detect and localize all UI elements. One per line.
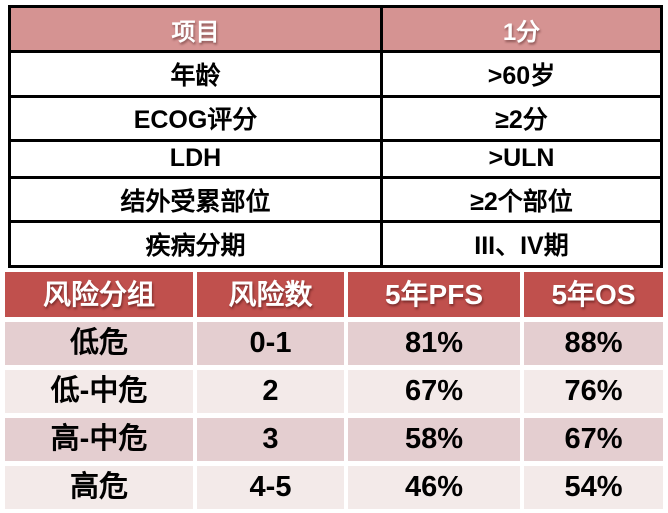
risk-cell-pfs: 58% <box>348 418 520 461</box>
score-table-row-age: 年龄 >60岁 <box>8 50 663 98</box>
score-item-value: III、IV期 <box>380 220 663 268</box>
risk-cell-count: 4-5 <box>197 466 344 509</box>
risk-cell-count: 3 <box>197 418 344 461</box>
score-item-value: ≥2分 <box>380 94 663 143</box>
score-item-label: 年龄 <box>8 50 383 98</box>
risk-table: 风险分组 风险数 5年PFS 5年OS 低危 0-1 81% 88% 低-中危 … <box>5 272 663 509</box>
score-table-row-ldh: LDH >ULN <box>8 139 663 179</box>
risk-cell-os: 76% <box>524 370 663 413</box>
score-item-value: ≥2个部位 <box>380 175 663 224</box>
score-item-label: 疾病分期 <box>8 220 383 268</box>
score-header-score: 1分 <box>380 5 663 53</box>
risk-cell-count: 0-1 <box>197 322 344 365</box>
risk-cell-group: 低危 <box>5 322 193 365</box>
risk-header-count: 风险数 <box>197 272 344 317</box>
score-table-row-stage: 疾病分期 III、IV期 <box>8 220 663 268</box>
risk-header-os: 5年OS <box>524 272 663 317</box>
risk-cell-pfs: 67% <box>348 370 520 413</box>
score-table-row-extranodal: 结外受累部位 ≥2个部位 <box>8 175 663 224</box>
risk-cell-group: 低-中危 <box>5 370 193 413</box>
risk-cell-group: 高危 <box>5 466 193 509</box>
score-item-value: >ULN <box>380 139 663 179</box>
risk-header-group: 风险分组 <box>5 272 193 317</box>
score-table-header-row: 项目 1分 <box>8 5 663 53</box>
score-item-label: 结外受累部位 <box>8 175 383 224</box>
score-table-row-ecog: ECOG评分 ≥2分 <box>8 94 663 143</box>
risk-header-pfs: 5年PFS <box>348 272 520 317</box>
risk-cell-os: 88% <box>524 322 663 365</box>
risk-cell-group: 高-中危 <box>5 418 193 461</box>
risk-cell-count: 2 <box>197 370 344 413</box>
score-item-label: ECOG评分 <box>8 94 383 143</box>
score-table: 项目 1分 年龄 >60岁 ECOG评分 ≥2分 LDH >ULN 结外受累部位… <box>8 5 663 268</box>
risk-cell-os: 54% <box>524 466 663 509</box>
score-header-item: 项目 <box>8 5 383 53</box>
risk-cell-os: 67% <box>524 418 663 461</box>
risk-cell-pfs: 81% <box>348 322 520 365</box>
score-item-value: >60岁 <box>380 50 663 98</box>
score-item-label: LDH <box>8 139 383 179</box>
risk-cell-pfs: 46% <box>348 466 520 509</box>
